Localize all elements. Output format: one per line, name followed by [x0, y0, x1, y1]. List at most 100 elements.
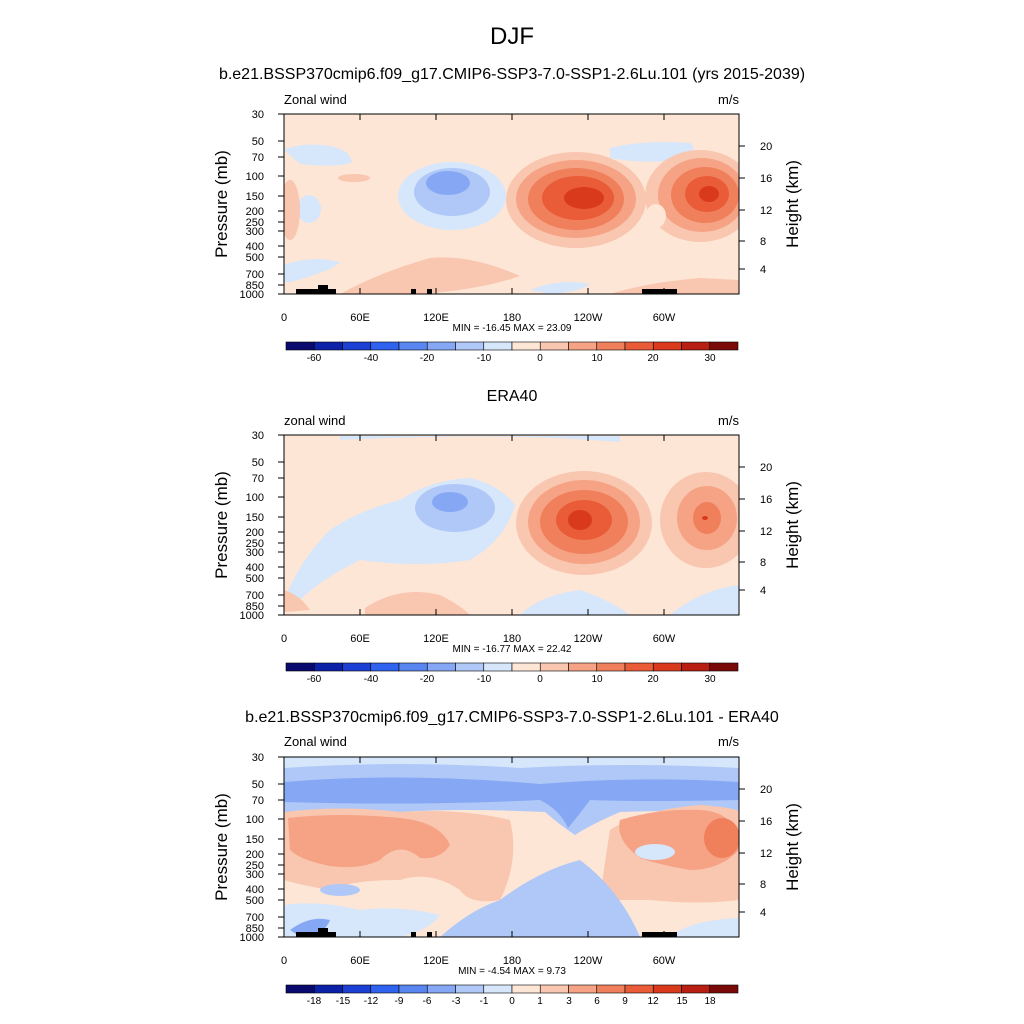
colorbar-swatch	[285, 341, 315, 351]
colorbar-label: -40	[364, 353, 379, 364]
colorbar-label: -18	[307, 996, 322, 1007]
y2-tick-label: 16	[760, 494, 772, 506]
y2-tick-label: 8	[760, 879, 766, 891]
y2-tick-label: 20	[760, 462, 772, 474]
colorbar-swatch	[539, 984, 569, 994]
y2-tick-labels: 20 16 12 8 4	[760, 141, 772, 276]
x-tick-label: 0	[281, 955, 287, 967]
colorbar-swatch	[511, 662, 541, 672]
colorbar-swatch	[652, 341, 682, 351]
y-tick-label: 30	[252, 109, 264, 121]
colorbar-label: -20	[420, 674, 435, 685]
y-tick-label: 100	[246, 814, 264, 826]
y-tick-label: 30	[252, 430, 264, 442]
colorbar-swatch	[681, 662, 711, 672]
y-tick-label: 200	[246, 527, 264, 539]
colorbar-swatch	[370, 662, 400, 672]
y-tick-label: 300	[246, 226, 264, 238]
colorbar-label: 3	[566, 996, 572, 1007]
colorbar-labels: -60 -40 -20 -10 0 10 20 30	[307, 353, 716, 364]
x-tick-label: 60E	[350, 955, 370, 967]
y-tick-label: 400	[246, 562, 264, 574]
y-tick-label: 850	[246, 923, 264, 935]
colorbar-swatch	[709, 662, 739, 672]
y2-tick-labels: 20 16 12 8 4	[760, 462, 772, 597]
colorbar-swatch	[681, 984, 711, 994]
min-max-label: MIN = -16.45 MAX = 23.09	[453, 323, 572, 334]
colorbar-swatch	[596, 341, 626, 351]
y-tick-label: 250	[246, 217, 264, 229]
y-tick-label: 250	[246, 860, 264, 872]
colorbar-swatch	[313, 341, 343, 351]
y2-ticks	[739, 466, 745, 591]
colorbar-swatch	[285, 984, 315, 994]
panel-title: b.e21.BSSP370cmip6.f09_g17.CMIP6-SSP3-7.…	[245, 709, 779, 726]
colorbar-swatch	[455, 662, 485, 672]
colorbar-label: -12	[364, 996, 379, 1007]
colorbar-swatch	[455, 341, 485, 351]
colorbar-label: 0	[509, 996, 515, 1007]
y-tick-labels: 30 50 70 100 150 200 250 300 400 500 700…	[240, 430, 264, 622]
y-tick-label: 250	[246, 538, 264, 550]
colorbar-label: 0	[537, 353, 543, 364]
colorbar-swatch	[313, 662, 343, 672]
y-tick-label: 300	[246, 869, 264, 881]
x-tick-label: 60E	[350, 312, 370, 324]
y-tick-label: 200	[246, 206, 264, 218]
y-ticks	[278, 756, 284, 938]
y-tick-labels: 30 50 70 100 150 200 250 300 400 500 700…	[240, 752, 264, 944]
colorbar	[285, 341, 739, 351]
x-tick-label: 60W	[653, 312, 676, 324]
colorbar-swatch	[483, 984, 513, 994]
y-tick-label: 100	[246, 171, 264, 183]
y2-tick-labels: 20 16 12 8 4	[760, 784, 772, 919]
x-ticks	[283, 435, 665, 615]
colorbar-label: -15	[336, 996, 351, 1007]
colorbar-swatch	[342, 341, 372, 351]
x-ticks	[283, 114, 665, 294]
colorbar-label: 12	[647, 996, 659, 1007]
colorbar-swatch	[511, 984, 541, 994]
x-tick-label: 180	[503, 633, 521, 645]
colorbar-label: 9	[622, 996, 628, 1007]
x-tick-labels: 0 60E 120E 180 120W 60W	[281, 633, 676, 645]
y-axis-title: Pressure (mb)	[212, 150, 231, 258]
y-tick-label: 150	[246, 191, 264, 203]
y-tick-label: 200	[246, 849, 264, 861]
colorbar-swatch	[426, 341, 456, 351]
y-ticks	[278, 434, 284, 616]
y-tick-label: 700	[246, 590, 264, 602]
y-tick-label: 30	[252, 752, 264, 764]
variable-label: Zonal wind	[284, 92, 347, 107]
colorbar-swatch	[398, 341, 428, 351]
variable-label: Zonal wind	[284, 734, 347, 749]
y2-tick-label: 4	[760, 585, 766, 597]
colorbar-label: -40	[364, 674, 379, 685]
y-tick-label: 850	[246, 601, 264, 613]
min-max-label: MIN = -4.54 MAX = 9.73	[458, 966, 566, 977]
x-ticks	[283, 757, 665, 937]
y2-axis-title: Height (km)	[783, 481, 802, 569]
colorbar-label: 20	[647, 353, 659, 364]
y-axis-title: Pressure (mb)	[212, 793, 231, 901]
y2-tick-label: 12	[760, 526, 772, 538]
y2-tick-label: 12	[760, 848, 772, 860]
y-tick-label: 50	[252, 457, 264, 469]
y2-tick-label: 8	[760, 236, 766, 248]
y2-tick-label: 16	[760, 816, 772, 828]
colorbar-label: -60	[307, 674, 322, 685]
colorbar-swatch	[568, 341, 598, 351]
colorbar-label: 10	[591, 674, 603, 685]
colorbar-swatch	[624, 341, 654, 351]
colorbar-label: 30	[704, 674, 716, 685]
y-tick-label: 500	[246, 895, 264, 907]
x-tick-label: 120W	[574, 955, 603, 967]
y2-tick-label: 4	[760, 264, 766, 276]
y-tick-labels: 30 50 70 100 150 200 250 300 400 500 700…	[240, 109, 264, 301]
y2-ticks	[739, 788, 745, 913]
colorbar	[285, 984, 739, 994]
y-tick-label: 150	[246, 834, 264, 846]
contour-field	[284, 435, 739, 615]
y-tick-label: 70	[252, 152, 264, 164]
